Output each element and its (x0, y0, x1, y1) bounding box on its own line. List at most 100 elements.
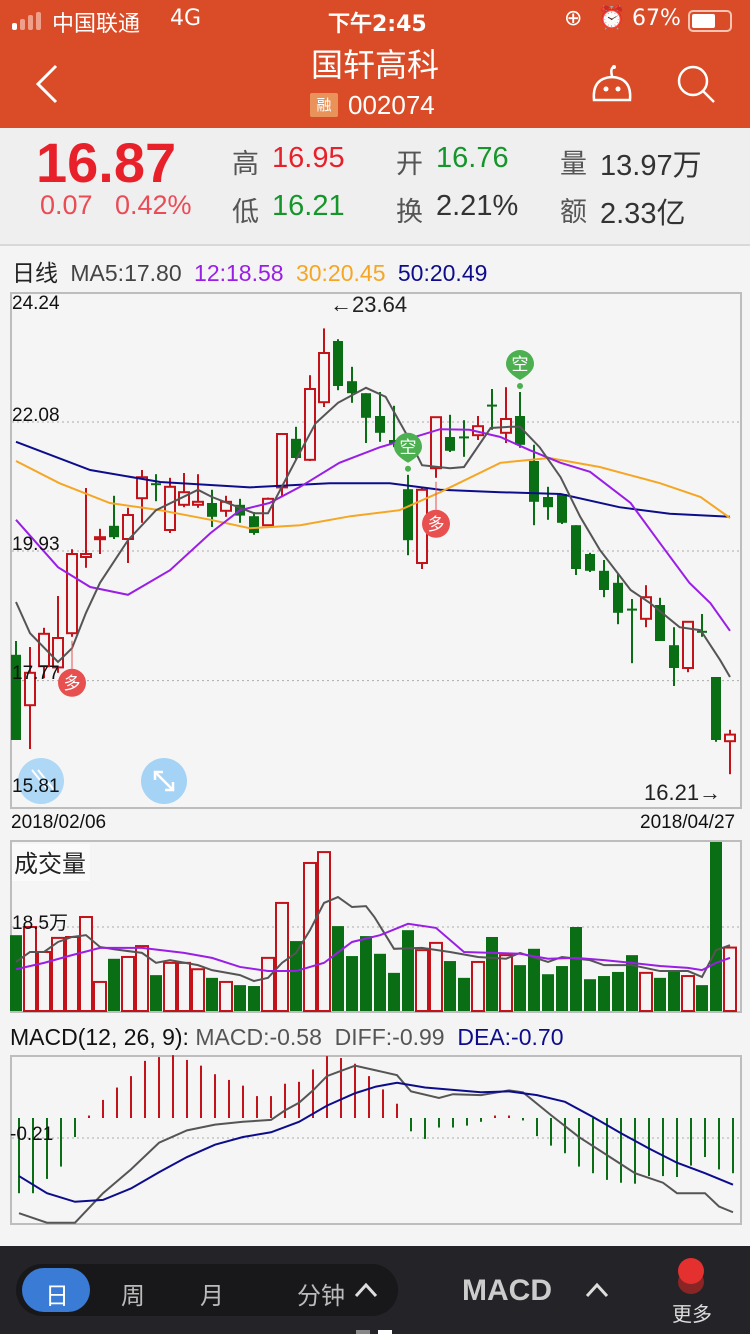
low-value: 16.21 (272, 190, 345, 222)
ma50-line (15, 440, 731, 518)
open-label: 开 (396, 149, 423, 180)
diff-value: DIFF:-0.99 (334, 1024, 445, 1050)
search-icon[interactable] (676, 64, 718, 106)
low-label: 低 (232, 197, 259, 228)
volume-bar (219, 980, 233, 1012)
high-label: 高 (232, 149, 259, 180)
bottom-toolbar: 日 周 月 分钟 MACD 更多 (0, 1246, 750, 1334)
signal-icon (12, 12, 46, 30)
volume-bar (471, 960, 485, 1013)
tab-minute[interactable]: 分钟 (297, 1282, 345, 1310)
scroll-left-button[interactable] (18, 758, 64, 804)
volume-bar (163, 961, 177, 1012)
volume-bar (696, 985, 708, 1011)
candle-body (669, 645, 679, 668)
candle-body (164, 485, 176, 532)
chevron-up-icon[interactable] (354, 1282, 378, 1298)
volume-bar (346, 956, 358, 1011)
amount-label: 额 (560, 197, 587, 228)
volume-bar (93, 980, 107, 1012)
candle-body (80, 553, 92, 558)
macd-y-label: -0.21 (10, 1124, 54, 1145)
macd-title: MACD(12, 26, 9): (10, 1024, 189, 1050)
more-dot-icon[interactable] (678, 1258, 704, 1294)
candle-body (24, 671, 36, 707)
tab-active-bg (22, 1268, 90, 1312)
candle-body (192, 500, 204, 506)
buy-marker (422, 509, 450, 538)
volume-bar (429, 941, 443, 1012)
volume-bar (303, 861, 317, 1012)
volume-bar (388, 972, 400, 1011)
volume-bar (458, 977, 470, 1011)
candle-body (52, 637, 64, 669)
fullscreen-button[interactable] (141, 758, 187, 804)
candle-body (711, 677, 721, 740)
candle-body (529, 461, 539, 502)
candle-body (207, 503, 217, 517)
volume-bar (415, 949, 429, 1012)
stock-code: 002074 (348, 90, 435, 120)
sell-marker-label: 空 (512, 355, 529, 375)
candle-body (66, 553, 78, 635)
volume-bar (10, 935, 22, 1011)
ma12-line (15, 428, 731, 632)
low-annotation: 16.21→ (644, 780, 722, 805)
tab-week[interactable]: 周 (121, 1282, 145, 1310)
candle-body (571, 525, 581, 569)
volume-title: 成交量 (12, 844, 90, 881)
volume-bar (499, 954, 513, 1012)
tab-month[interactable]: 月 (200, 1282, 224, 1310)
rotation-lock-icon: ⊕ (564, 6, 583, 31)
volume-bar (121, 955, 135, 1012)
candle-body (403, 489, 413, 541)
volume-bar (654, 977, 666, 1011)
candle-body (375, 416, 385, 433)
volume-bar (681, 975, 695, 1013)
period-label: 日线 (12, 260, 58, 286)
last-price: 16.87 (36, 131, 177, 194)
volume-bar (65, 935, 79, 1012)
sell-marker-dot (517, 383, 523, 389)
volume-bar (206, 977, 218, 1011)
back-icon[interactable] (34, 64, 60, 104)
indicator-selector[interactable]: MACD (462, 1274, 552, 1307)
more-button[interactable]: 更多 (672, 1302, 712, 1326)
open-value: 16.76 (436, 142, 509, 174)
candle-body (291, 438, 301, 458)
chevron-up-icon[interactable] (585, 1282, 609, 1298)
volume-bar (248, 986, 260, 1011)
carrier: 中国联通 (52, 12, 141, 37)
buy-marker (58, 668, 86, 697)
amount-value: 2.33亿 (600, 198, 686, 230)
ma5-legend: MA5:17.80 (70, 260, 182, 286)
candle-body (347, 381, 357, 394)
margin-badge: 融 (310, 93, 338, 117)
macd-svg (12, 1055, 740, 1224)
battery-percent: 67% (632, 6, 681, 31)
volume-bar (150, 975, 162, 1011)
tab-day[interactable]: 日 (45, 1282, 69, 1310)
volume-bar (514, 965, 526, 1011)
volume-bar (108, 958, 120, 1011)
candle-body (724, 733, 736, 743)
ma30-legend: 30:20.45 (295, 260, 386, 286)
volume-bar (360, 936, 372, 1011)
volume-bar (234, 985, 246, 1011)
volume-bar (51, 936, 65, 1012)
high-annotation: ←23.64 (330, 292, 408, 317)
candle-body (445, 437, 455, 451)
page-indicator (356, 1330, 370, 1334)
robot-icon[interactable] (590, 64, 634, 104)
y-label-bottom: 15.81 (12, 776, 60, 797)
volume-value: 13.97万 (600, 150, 702, 182)
start-date: 2018/02/06 (11, 812, 107, 833)
sell-marker-label: 空 (400, 438, 417, 458)
volume-bar (542, 974, 554, 1011)
high-value: 16.95 (272, 142, 345, 174)
expand-icon (153, 770, 175, 792)
y-label: 17.77 (12, 663, 60, 684)
volume-bar (486, 936, 498, 1011)
ma12-legend: 12:18.58 (194, 260, 284, 286)
price-change-pct: 0.42% (115, 190, 192, 220)
